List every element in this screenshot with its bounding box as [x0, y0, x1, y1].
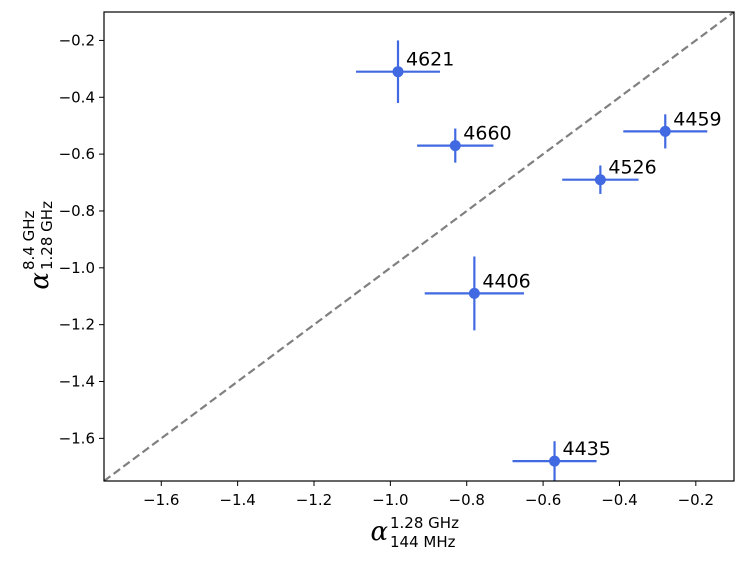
x-axis-subscript: 144 MHz [390, 533, 456, 551]
x-tick-label: −0.6 [525, 491, 561, 509]
x-tick-label: −1.6 [143, 491, 179, 509]
x-axis-label: α 1.28 GHz 144 MHz [370, 514, 459, 551]
y-axis-label: α 8.4 GHz 1.28 GHz [20, 201, 56, 290]
y-tick-label: −1.0 [59, 259, 95, 277]
y-axis-subscript: 1.28 GHz [38, 201, 56, 270]
point-marker [594, 174, 606, 186]
x-tick-label: −0.4 [601, 491, 637, 509]
reference-line [104, 12, 734, 481]
x-tick-label: −1.0 [372, 491, 408, 509]
y-tick-label: −0.6 [59, 145, 95, 163]
point-marker [468, 287, 480, 299]
point-label: 4435 [563, 438, 611, 460]
x-tick-label: −1.4 [219, 491, 255, 509]
y-tick-label: −1.6 [59, 429, 95, 447]
x-tick-label: −0.2 [678, 491, 714, 509]
plot-frame [103, 11, 735, 482]
point-label: 4621 [406, 49, 454, 71]
point-label: 4459 [673, 108, 721, 130]
point-label: 4526 [608, 157, 656, 179]
plot-area: 4621 4660 4459 4526 4406 4435 −1.6 −1.4 −1.2 −1.0… [59, 11, 735, 509]
y-axis-superscript: 8.4 GHz [20, 210, 38, 270]
y-tick-label: −1.2 [59, 316, 95, 334]
data-point-4435: 4435 [512, 438, 611, 481]
data-point-4406: 4406 [424, 256, 531, 331]
y-tick-label: −0.2 [59, 31, 95, 49]
x-tick-label: −0.8 [449, 491, 485, 509]
y-axis-symbol: α [25, 272, 55, 290]
y-tick-label: −0.4 [59, 88, 95, 106]
data-point-4459: 4459 [623, 108, 722, 149]
point-marker [549, 455, 561, 467]
data-point-4621: 4621 [356, 40, 454, 103]
data-point-4660: 4660 [417, 123, 512, 163]
point-label: 4660 [463, 123, 511, 145]
data-point-4526: 4526 [562, 157, 657, 194]
point-marker [449, 140, 461, 152]
point-marker [392, 66, 404, 78]
x-axis-superscript: 1.28 GHz [390, 514, 459, 532]
point-label: 4406 [482, 270, 530, 292]
x-axis-symbol: α [370, 517, 388, 547]
y-tick-label: −1.4 [59, 373, 95, 391]
y-tick-label: −0.8 [59, 202, 95, 220]
point-marker [659, 125, 671, 137]
x-tick-label: −1.2 [296, 491, 332, 509]
